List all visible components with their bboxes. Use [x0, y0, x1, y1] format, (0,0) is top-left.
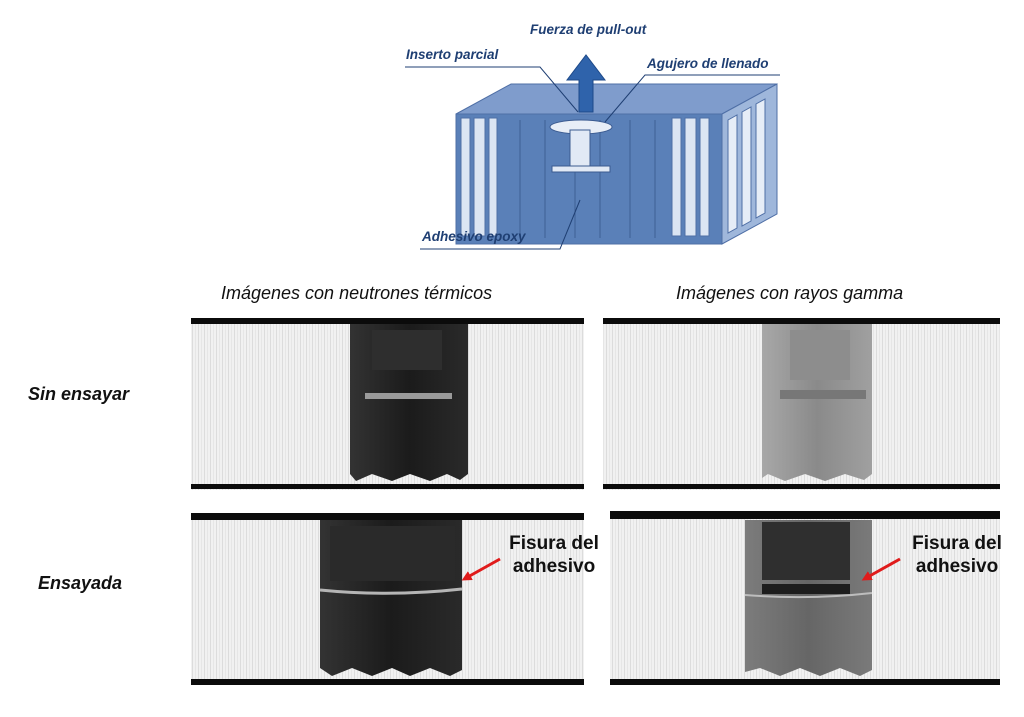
untested-row-label: Sin ensayar: [28, 384, 130, 404]
pull-out-force-label: Fuerza de pull-out: [530, 22, 647, 37]
crack-annotation-line2: adhesivo: [512, 556, 596, 577]
partial-insert-label: Inserto parcial: [406, 47, 499, 62]
crack-annotation-line1: Fisura del: [912, 533, 1002, 554]
gamma-tested-image: [610, 511, 1000, 685]
crack-annotation-line2: adhesivo: [915, 556, 999, 577]
crack-annotation-gamma: Fisura del adhesivo: [901, 532, 1013, 578]
fill-hole-label: Agujero de llenado: [647, 56, 769, 71]
epoxy-adhesive-label: Adhesivo epoxy: [422, 229, 526, 244]
crack-arrow-gamma: [861, 557, 901, 581]
gamma-untested-image: [603, 318, 1000, 490]
neutron-untested-image: [191, 318, 584, 490]
crack-arrow-neutron: [461, 557, 501, 581]
neutron-tested-image: [191, 513, 584, 685]
crack-annotation-neutron: Fisura del adhesivo: [499, 532, 609, 578]
tested-row-label: Ensayada: [38, 573, 123, 593]
neutron-column-title: Imágenes con neutrones térmicos: [221, 283, 493, 303]
pull-out-arrow: [565, 54, 607, 113]
sandwich-panel-diagram: [405, 54, 780, 250]
gamma-column-title: Imágenes con rayos gamma: [676, 283, 904, 303]
crack-annotation-line1: Fisura del: [509, 533, 599, 554]
